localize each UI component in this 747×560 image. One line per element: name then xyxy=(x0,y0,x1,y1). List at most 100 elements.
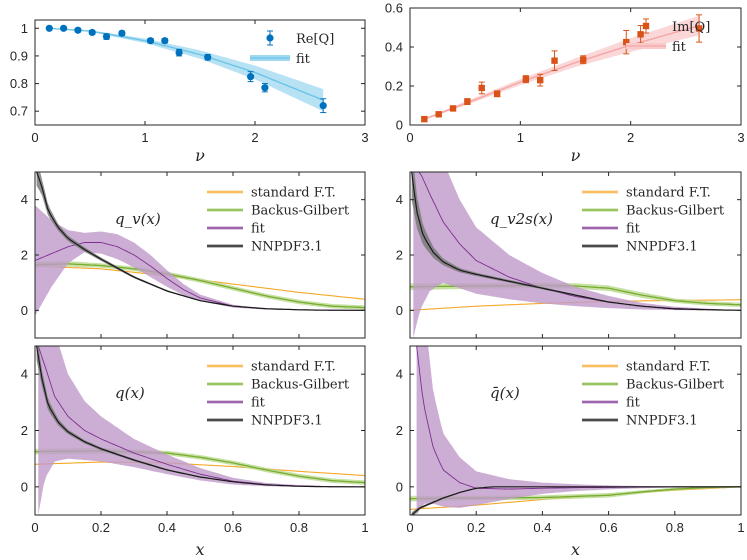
series-nnpdf3-1 xyxy=(411,486,741,515)
series-standard-f-t- xyxy=(35,461,365,477)
legend-label: NNPDF3.1 xyxy=(251,240,323,255)
y-tick-label: 0 xyxy=(21,303,28,318)
panel-im: 0 0.2 0.4 0.6 0 1 2 3 ν Im[Q] fit xyxy=(385,1,745,166)
y-tick-label: 0.9 xyxy=(10,48,28,63)
legend: standard F.T. Backus-Gilbert fit NNPDF3.1 xyxy=(582,186,725,255)
legend-label: fit xyxy=(251,222,266,237)
data-point xyxy=(60,24,68,32)
y-tick-label: 0.4 xyxy=(385,40,403,55)
legend-label: NNPDF3.1 xyxy=(626,414,698,429)
legend-marker xyxy=(642,22,650,30)
x-axis-label: ν xyxy=(571,146,581,165)
legend-label: Backus-Gilbert xyxy=(251,378,350,393)
y-tick-label: 0 xyxy=(396,118,403,133)
data-point xyxy=(421,115,428,123)
y-tick-label: 2 xyxy=(396,423,403,438)
legend-label: Backus-Gilbert xyxy=(626,378,725,393)
data-point xyxy=(449,105,457,112)
data-point xyxy=(695,14,703,43)
legend-label: standard F.T. xyxy=(251,360,336,375)
central-line xyxy=(36,346,365,488)
central-line xyxy=(35,263,365,309)
central-line xyxy=(411,172,741,311)
band xyxy=(416,346,741,515)
legend-label: Im[Q] xyxy=(672,20,710,35)
data-point xyxy=(161,37,169,45)
band xyxy=(38,346,365,515)
x-axis-label: ν xyxy=(195,146,205,165)
y-tick-label: 0.6 xyxy=(385,1,403,16)
panel-re: 0.7 0.8 0.9 1 0 1 2 3 ν Re[Q] fit xyxy=(10,19,369,165)
x-tick-label: 0.8 xyxy=(666,520,684,535)
legend-label: fit xyxy=(626,222,641,237)
legend-label: standard F.T. xyxy=(251,186,336,201)
panel-title: q_v2s(x) xyxy=(490,210,553,228)
series-backus-gilbert xyxy=(35,261,365,310)
data-point xyxy=(623,29,630,55)
data-point xyxy=(146,37,155,45)
panel-qv: 0 2 4 standard F.T. Backus-Gilbert fit NNPDF3.… xyxy=(21,171,366,339)
legend-label: NNPDF3.1 xyxy=(626,240,698,255)
plot-area xyxy=(35,346,365,515)
data-point xyxy=(536,73,544,87)
y-tick-label: 0 xyxy=(396,303,403,318)
y-tick-label: 2 xyxy=(21,248,28,263)
legend-label: standard F.T. xyxy=(626,186,711,201)
panel-q: 0 2 4 0 0.2 0.4 0.6 0.8 1 x standard F.T. Backus-Gi… xyxy=(21,345,369,559)
y-tick-label: 1 xyxy=(21,21,28,36)
data-point xyxy=(435,111,442,118)
y-tick-label: 2 xyxy=(396,248,403,263)
x-tick-label: 0.6 xyxy=(600,520,618,535)
data-point xyxy=(551,50,558,71)
x-tick-label: 0 xyxy=(31,130,38,145)
plot-area xyxy=(421,14,703,123)
y-tick-label: 4 xyxy=(21,192,28,207)
y-tick-label: 0 xyxy=(396,479,403,494)
legend-label: standard F.T. xyxy=(626,360,711,375)
data-point xyxy=(45,24,53,32)
series-nnpdf3-1 xyxy=(36,172,365,311)
central-line xyxy=(411,486,741,515)
x-tick-label: 3 xyxy=(737,130,744,145)
legend-label: NNPDF3.1 xyxy=(251,414,323,429)
band xyxy=(35,265,365,300)
x-tick-label: 3 xyxy=(361,130,368,145)
legend: standard F.T. Backus-Gilbert fit NNPDF3.1 xyxy=(207,186,350,255)
legend-label: fit xyxy=(296,52,311,67)
legend-marker xyxy=(266,34,274,42)
data-point xyxy=(74,26,82,34)
x-axis-label: x xyxy=(195,540,204,559)
legend-label: fit xyxy=(672,40,687,55)
y-tick-label: 0 xyxy=(21,479,28,494)
series-nnpdf3-1 xyxy=(411,172,741,311)
panel-title: q(x) xyxy=(115,384,145,402)
central-line xyxy=(36,172,365,311)
x-tick-label: 0 xyxy=(406,520,413,535)
band xyxy=(413,172,741,338)
x-axis-label: x xyxy=(571,540,580,559)
plot-area xyxy=(35,172,365,316)
plot-area xyxy=(410,346,741,515)
plot-area xyxy=(410,172,741,338)
fit-band xyxy=(49,28,324,112)
x-tick-label: 0 xyxy=(31,520,38,535)
data-point xyxy=(580,55,587,65)
y-tick-label: 4 xyxy=(396,367,403,382)
legend-label: fit xyxy=(626,396,641,411)
x-tick-label: 0.2 xyxy=(467,520,485,535)
central-line xyxy=(35,461,365,477)
panel-qv2s: 0 2 4 standard F.T. Backus-Gilbert fit NNPDF3.… xyxy=(396,171,742,339)
panel-qbar: 0 2 4 0 0.2 0.4 0.6 0.8 1 x standard F.T. Backus-Gi… xyxy=(396,345,745,559)
x-tick-label: 1 xyxy=(361,520,368,535)
band xyxy=(35,205,365,316)
legend-label: Re[Q] xyxy=(296,32,334,47)
plot-area xyxy=(45,24,327,114)
y-tick-label: 2 xyxy=(21,423,28,438)
series-fit xyxy=(35,205,365,316)
legend-label: fit xyxy=(251,396,266,411)
x-tick-label: 0.8 xyxy=(290,520,308,535)
axes-box xyxy=(34,19,366,126)
y-tick-label: 0.2 xyxy=(385,79,403,94)
panel-title: q̄(x) xyxy=(490,384,520,402)
